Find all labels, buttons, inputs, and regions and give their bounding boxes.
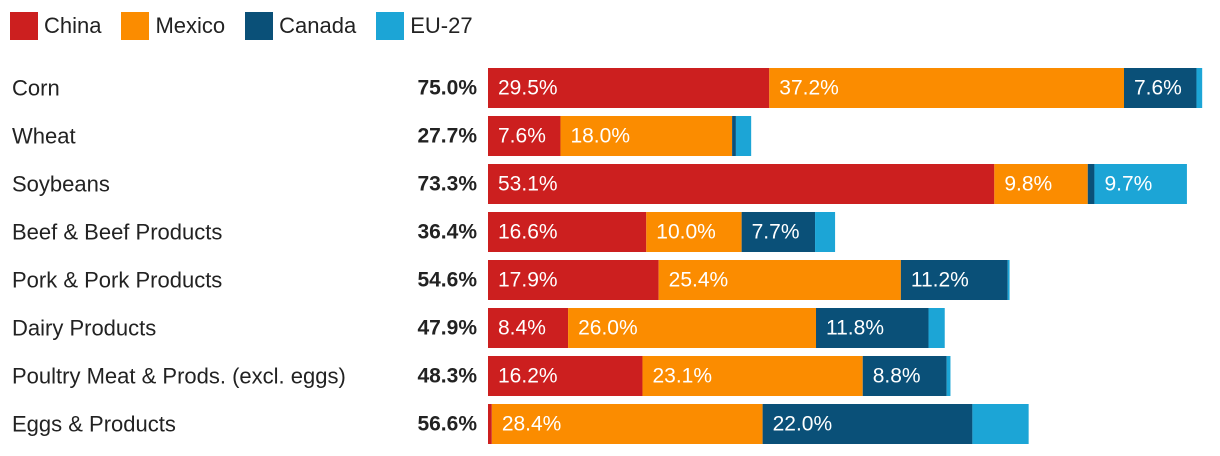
bar-segment-canada: [816, 308, 929, 348]
legend-item-china: China: [10, 12, 101, 40]
data-label: 8.4%: [498, 317, 546, 340]
data-label: 18.0%: [570, 125, 630, 148]
bar-segment-eu-27: [972, 404, 1029, 444]
legend-item-canada: Canada: [245, 12, 356, 40]
bar-segment-china: [488, 356, 643, 396]
legend-item-eu-27: EU-27: [376, 12, 473, 40]
bar-segment-mexico: [560, 116, 733, 156]
legend-item-mexico: Mexico: [121, 12, 225, 40]
category-label: Beef & Beef Products: [12, 220, 222, 245]
bar-segment-canada: [732, 116, 736, 156]
data-label: 28.4%: [502, 413, 562, 436]
category-label: Dairy Products: [12, 316, 156, 341]
total-label: 73.3%: [417, 173, 477, 196]
data-label: 22.0%: [773, 413, 833, 436]
bar-segment-china: [488, 308, 569, 348]
bar-segment-mexico: [646, 212, 742, 252]
total-label: 75.0%: [417, 77, 477, 100]
bar-segment-china: [488, 260, 659, 300]
bar-segment-mexico: [658, 260, 901, 300]
bar-segment-china: [488, 164, 995, 204]
data-label: 11.8%: [826, 317, 884, 340]
legend-swatch-mexico: [121, 12, 150, 40]
bar-segment-eu-27: [928, 308, 945, 348]
total-label: 56.6%: [417, 413, 477, 436]
category-label: Soybeans: [12, 172, 110, 197]
data-label: 16.2%: [498, 365, 558, 388]
bar-segment-canada: [762, 404, 973, 444]
bar-segment-mexico: [491, 404, 763, 444]
total-label: 48.3%: [417, 365, 477, 388]
bar-segment-china: [488, 116, 561, 156]
bar-segment-mexico: [769, 68, 1124, 108]
data-label: 37.2%: [779, 77, 839, 100]
legend-swatch-china: [10, 12, 38, 40]
bar-segment-canada: [1087, 164, 1095, 204]
legend: China Mexico Canada EU-27: [10, 12, 493, 40]
legend-label-china: China: [44, 13, 102, 38]
legend-swatch-eu-27: [376, 12, 405, 40]
data-label: 26.0%: [578, 317, 638, 340]
category-label: Poultry Meat & Prods. (excl. eggs): [12, 364, 346, 389]
data-label: 7.7%: [752, 221, 800, 244]
data-label: 11.2%: [911, 269, 969, 292]
data-label: 17.9%: [498, 269, 558, 292]
bar-segment-canada: [741, 212, 816, 252]
data-label: 7.6%: [1134, 77, 1182, 100]
legend-label-eu-27: EU-27: [410, 13, 473, 38]
bar-segment-mexico: [568, 308, 817, 348]
category-label: Pork & Pork Products: [12, 268, 222, 293]
bar-segment-china: [488, 212, 647, 252]
category-label: Eggs & Products: [12, 412, 176, 437]
bar-segment-canada: [862, 356, 947, 396]
data-label: 29.5%: [498, 77, 558, 100]
bar-segment-china: [488, 404, 492, 444]
category-label: Corn: [12, 76, 60, 101]
data-label: 9.8%: [1004, 173, 1052, 196]
data-label: 8.8%: [873, 365, 921, 388]
data-label: 16.6%: [498, 221, 558, 244]
data-label: 23.1%: [652, 365, 712, 388]
data-label: 9.7%: [1104, 173, 1152, 196]
legend-swatch-canada: [245, 12, 274, 40]
bar-segment-mexico: [642, 356, 863, 396]
data-label: 10.0%: [656, 221, 716, 244]
total-label: 27.7%: [417, 125, 477, 148]
bar-segment-eu-27: [1007, 260, 1010, 300]
total-label: 36.4%: [417, 221, 477, 244]
bar-segment-canada: [1123, 68, 1197, 108]
data-label: 7.6%: [498, 125, 546, 148]
total-label: 47.9%: [417, 317, 477, 340]
bar-segment-mexico: [994, 164, 1088, 204]
bar-segment-china: [488, 68, 770, 108]
bar-segment-eu-27: [946, 356, 951, 396]
legend-label-canada: Canada: [279, 13, 357, 38]
category-label: Wheat: [12, 124, 76, 149]
bar-segment-eu-27: [735, 116, 752, 156]
total-label: 54.6%: [417, 269, 477, 292]
bar-segment-eu-27: [1196, 68, 1203, 108]
bar-segment-canada: [900, 260, 1008, 300]
data-label: 25.4%: [669, 269, 729, 292]
bar-segment-eu-27: [815, 212, 836, 252]
data-label: 53.1%: [498, 173, 558, 196]
legend-label-mexico: Mexico: [155, 13, 226, 38]
bar-segment-eu-27: [1094, 164, 1187, 204]
